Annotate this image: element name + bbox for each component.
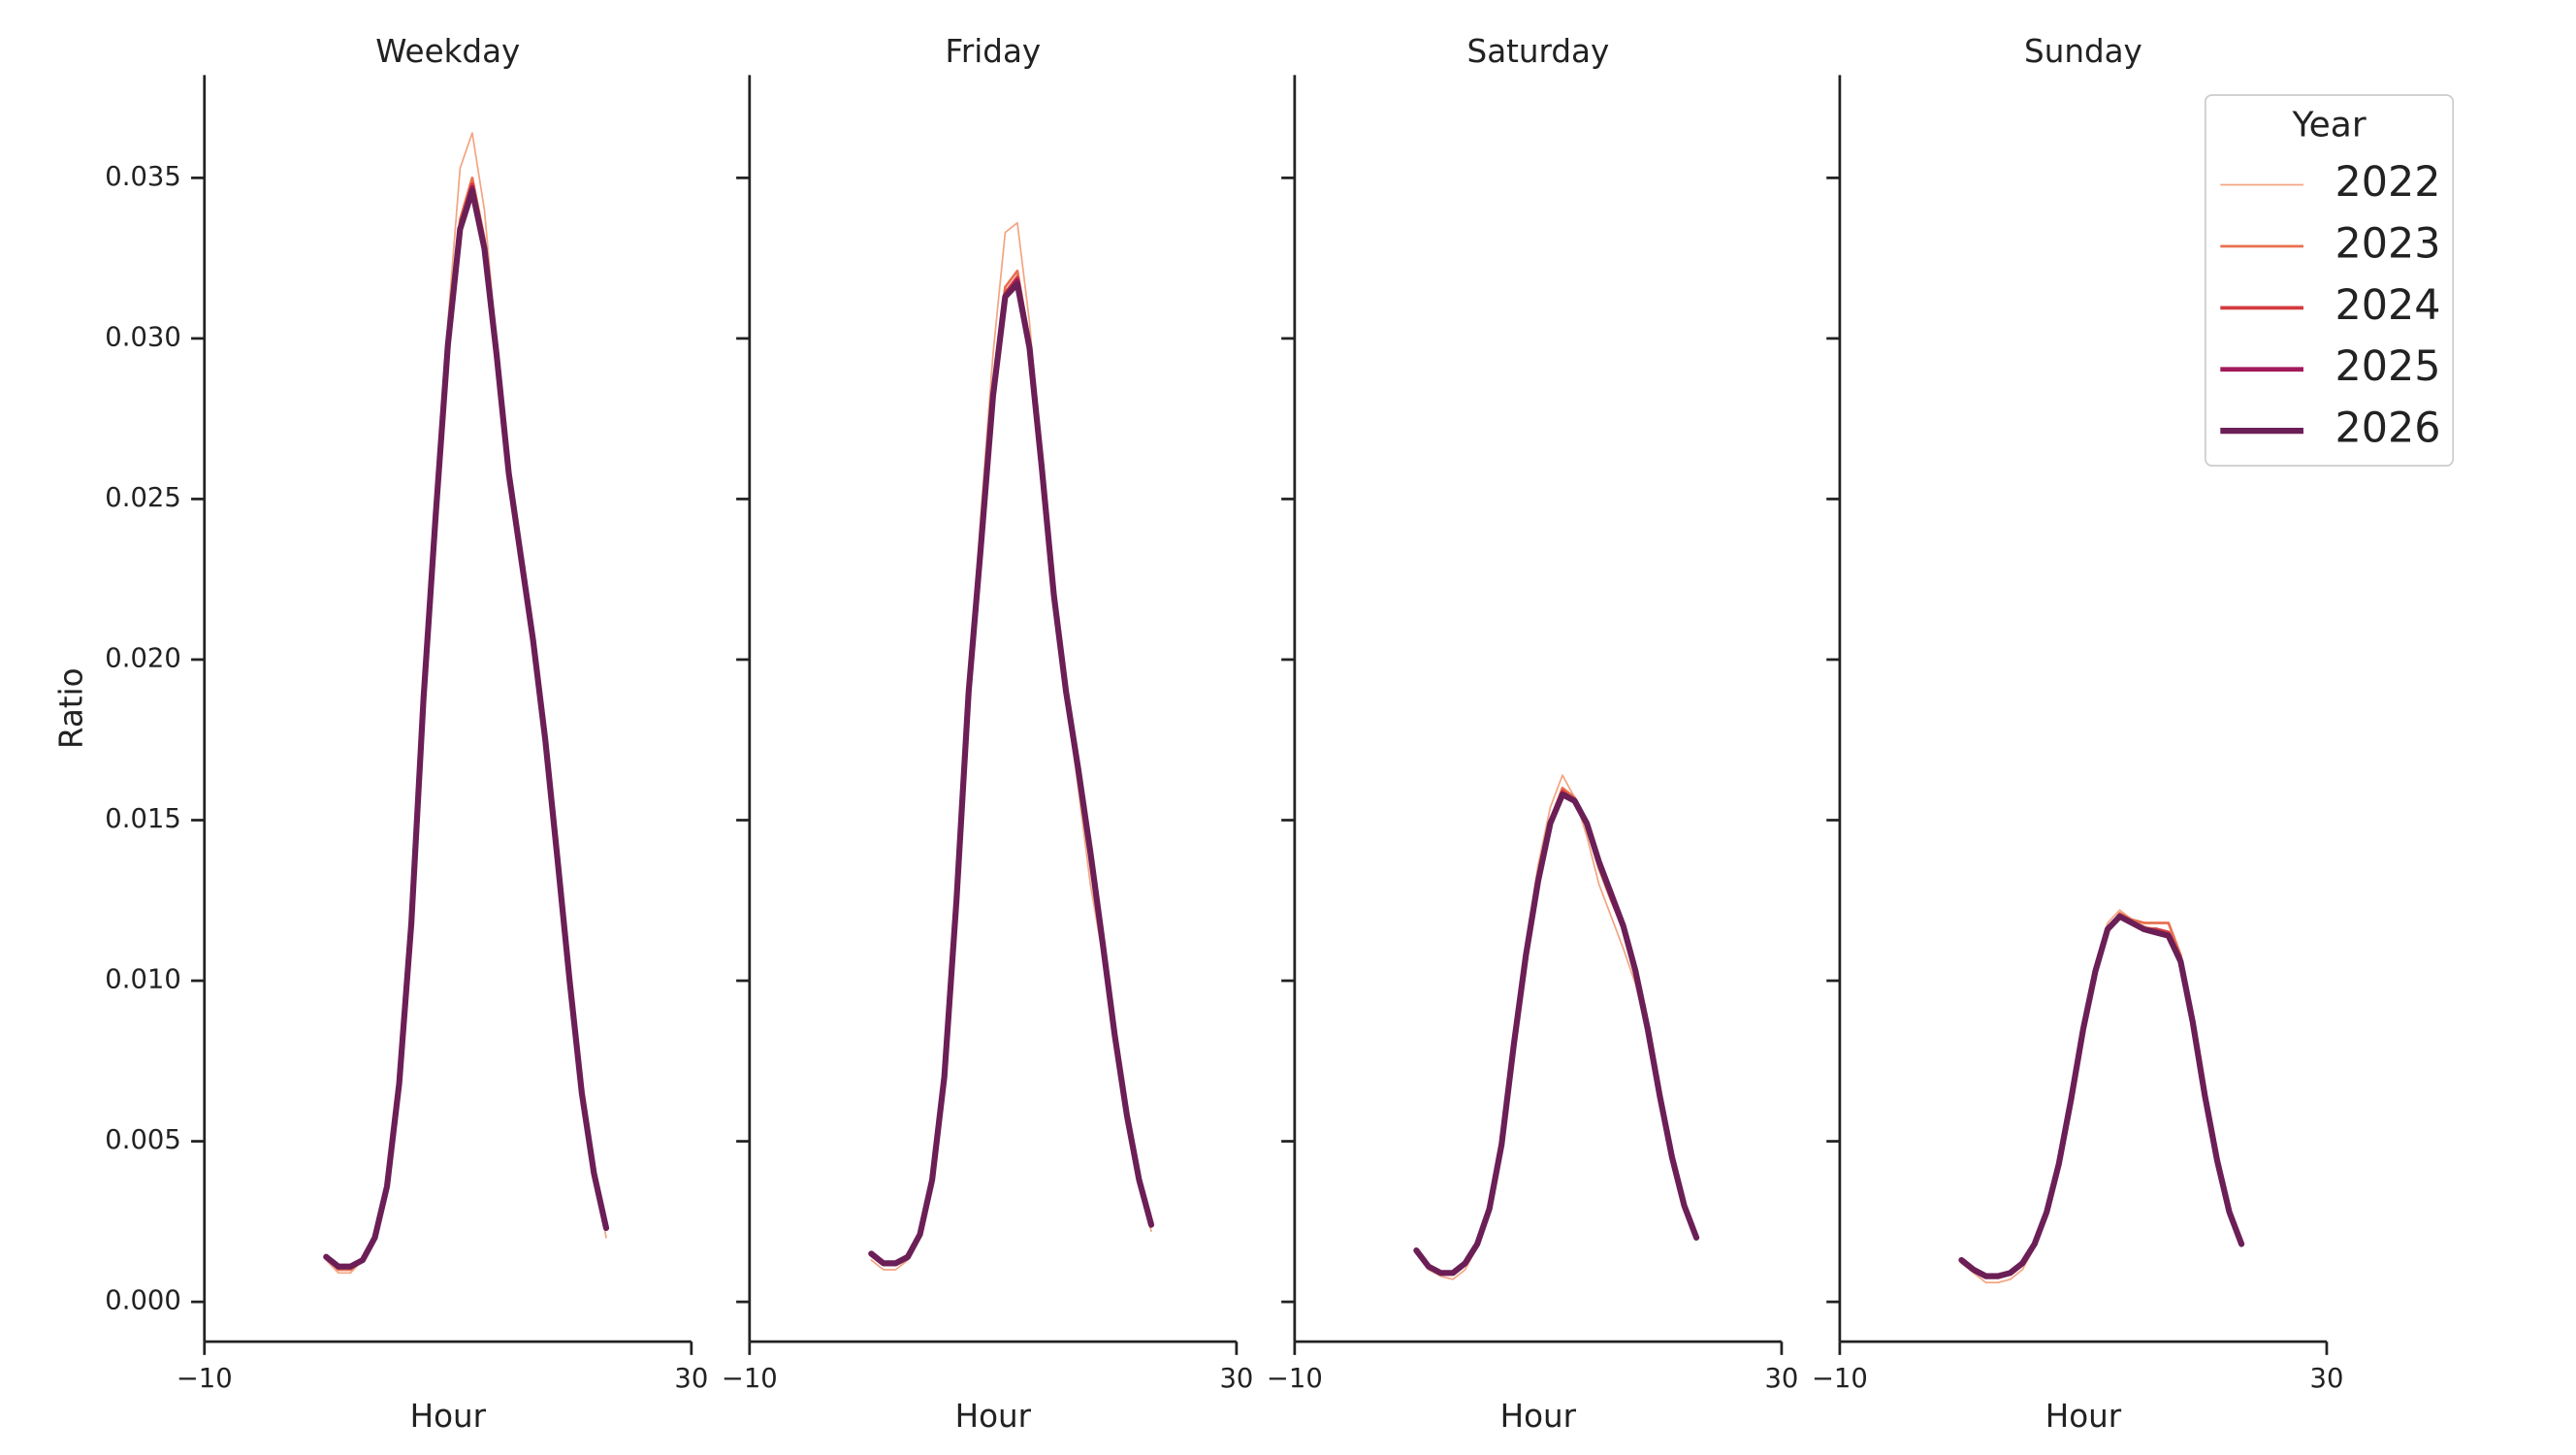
legend-title: Year [2291, 106, 2366, 146]
y-tick-label: 0.010 [105, 965, 180, 995]
series-line [1413, 791, 1700, 1277]
y-axis-label: Ratio [52, 668, 89, 750]
x-tick-label: −10 [1812, 1364, 1868, 1394]
y-tick-label: 0.025 [105, 483, 180, 513]
series-line [869, 270, 1153, 1265]
x-tick-label: −10 [177, 1364, 233, 1394]
legend-box [2205, 94, 2455, 467]
y-tick-label: 0.035 [105, 162, 180, 192]
series-line [323, 187, 610, 1270]
series-line [869, 275, 1153, 1266]
x-tick-label: 30 [1219, 1364, 1253, 1394]
series-line [1959, 914, 2243, 1278]
x-axis-label: Hour [410, 1398, 487, 1435]
y-tick-label: 0.015 [105, 804, 180, 834]
series-line [870, 221, 1152, 1271]
panel-title: Weekday [375, 33, 520, 70]
x-tick-label: 30 [1764, 1364, 1798, 1394]
series-line [1958, 913, 2245, 1279]
legend: Year 2022 2023 2024 2025 2026 [2205, 94, 2455, 467]
series-line [324, 182, 608, 1269]
series-line [324, 177, 608, 1272]
legend-label: 2022 [2335, 158, 2441, 207]
x-tick-label: −10 [722, 1364, 778, 1394]
x-tick-label: −10 [1267, 1364, 1323, 1394]
legend-label: 2023 [2335, 219, 2441, 268]
x-tick-label: 30 [2310, 1364, 2344, 1394]
series-line [323, 184, 609, 1270]
x-axis-label: Hour [2045, 1398, 2122, 1435]
y-tick-label: 0.000 [105, 1286, 180, 1316]
series-line [1960, 909, 2242, 1284]
series-line [868, 280, 1155, 1267]
series-line [1414, 789, 1698, 1276]
legend-label: 2025 [2335, 342, 2441, 391]
series-line [1415, 774, 1697, 1280]
legend-label: 2026 [2335, 404, 2441, 453]
series-line [1960, 912, 2243, 1277]
panel-title: Saturday [1467, 33, 1610, 70]
y-tick-label: 0.020 [105, 643, 180, 673]
series-line [1959, 914, 2244, 1279]
series-line [325, 132, 607, 1275]
series-line [1415, 787, 1698, 1275]
x-tick-label: 30 [674, 1364, 708, 1394]
y-tick-label: 0.005 [105, 1125, 180, 1155]
x-axis-label: Hour [1500, 1398, 1577, 1435]
series-line [1413, 792, 1699, 1276]
x-axis-label: Hour [955, 1398, 1032, 1435]
panel-title: Sunday [2024, 33, 2142, 70]
panel-title: Friday [946, 33, 1042, 70]
series-line [868, 277, 1154, 1266]
y-tick-label: 0.030 [105, 322, 180, 352]
legend-label: 2024 [2335, 281, 2441, 330]
